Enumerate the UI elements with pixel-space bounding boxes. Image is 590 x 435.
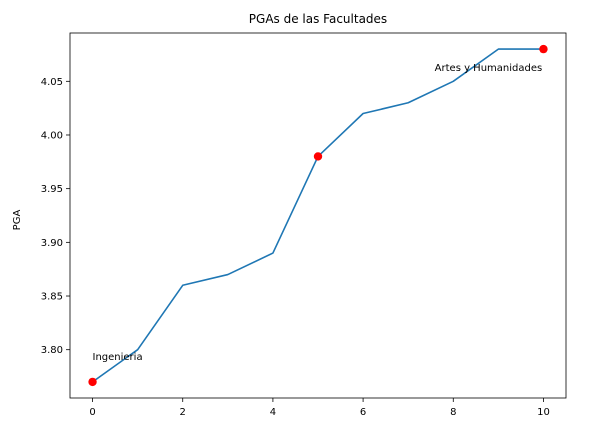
plot-area: 0 2 4 6 8 10 3.80 3.85 3.90 3.95 4.00 4.05 Ingenieri… xyxy=(41,44,550,418)
x-tick-label: 4 xyxy=(270,407,276,418)
x-tick-label: 8 xyxy=(450,407,456,418)
y-tick-label: 3.80 xyxy=(41,345,63,356)
annotation-label: Ingenieria xyxy=(93,352,143,363)
y-tick-label: 3.90 xyxy=(41,238,63,249)
highlight-point xyxy=(313,152,323,161)
x-tick-label: 2 xyxy=(180,407,186,418)
y-tick-label: 3.85 xyxy=(41,292,63,303)
plot-frame xyxy=(69,32,567,399)
y-tick-label: 4.00 xyxy=(41,130,63,141)
highlight-point xyxy=(539,44,548,54)
y-axis-label: PGA xyxy=(12,210,23,231)
x-tick-label: 6 xyxy=(360,407,366,418)
x-tick-label: 10 xyxy=(537,407,550,418)
x-tick-label: 0 xyxy=(89,407,95,418)
y-tick-label: 4.05 xyxy=(41,77,63,88)
y-tick-label: 3.95 xyxy=(41,184,63,195)
highlight-point xyxy=(88,377,97,387)
chart-title: PGAs de las Facultades xyxy=(249,12,387,26)
annotation-label: Artes y Humanidades xyxy=(435,63,543,74)
